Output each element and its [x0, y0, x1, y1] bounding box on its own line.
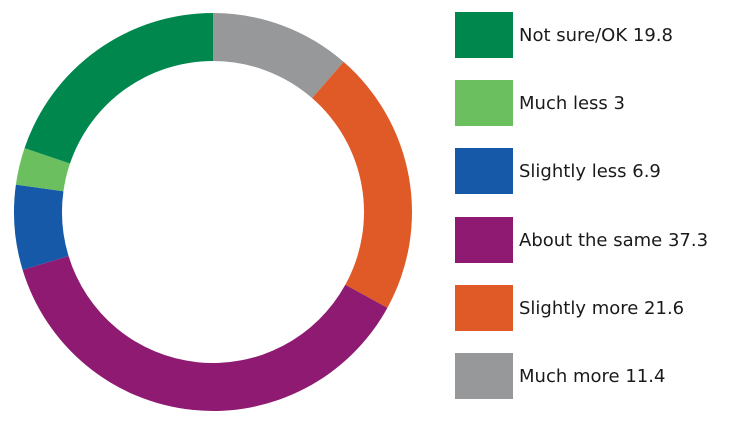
legend-swatch-not-sure-ok: [455, 12, 513, 58]
donut-slice-not-sure-ok: [24, 13, 214, 164]
legend-item-not-sure-ok: Not sure/OK 19.8: [455, 12, 673, 58]
legend-label-much-less: Much less 3: [519, 92, 625, 114]
legend-label-about-the-same: About the same 37.3: [519, 229, 709, 251]
legend-item-much-more: Much more 11.4: [455, 353, 665, 399]
legend-swatch-much-less: [455, 80, 513, 126]
legend-swatch-much-more: [455, 353, 513, 399]
chart-legend: Not sure/OK 19.8 Much less 3 Slightly le…: [455, 0, 741, 425]
legend-label-much-more: Much more 11.4: [519, 365, 666, 387]
donut-slice-slightly-less: [14, 184, 69, 270]
legend-swatch-slightly-more: [455, 285, 513, 331]
donut-slice-much-more: [213, 13, 344, 99]
legend-item-much-less: Much less 3: [455, 80, 625, 126]
legend-swatch-about-the-same: [455, 217, 513, 263]
donut-slice-slightly-more: [312, 61, 413, 308]
donut-slice-much-less: [15, 148, 70, 192]
legend-item-slightly-more: Slightly more 21.6: [455, 285, 684, 331]
donut-slice-about-the-same: [22, 255, 388, 411]
legend-item-about-the-same: About the same 37.3: [455, 217, 708, 263]
legend-label-slightly-less: Slightly less 6.9: [519, 160, 661, 182]
legend-label-not-sure-ok: Not sure/OK 19.8: [519, 24, 673, 46]
legend-item-slightly-less: Slightly less 6.9: [455, 148, 661, 194]
legend-swatch-slightly-less: [455, 148, 513, 194]
legend-label-slightly-more: Slightly more 21.6: [519, 297, 685, 319]
